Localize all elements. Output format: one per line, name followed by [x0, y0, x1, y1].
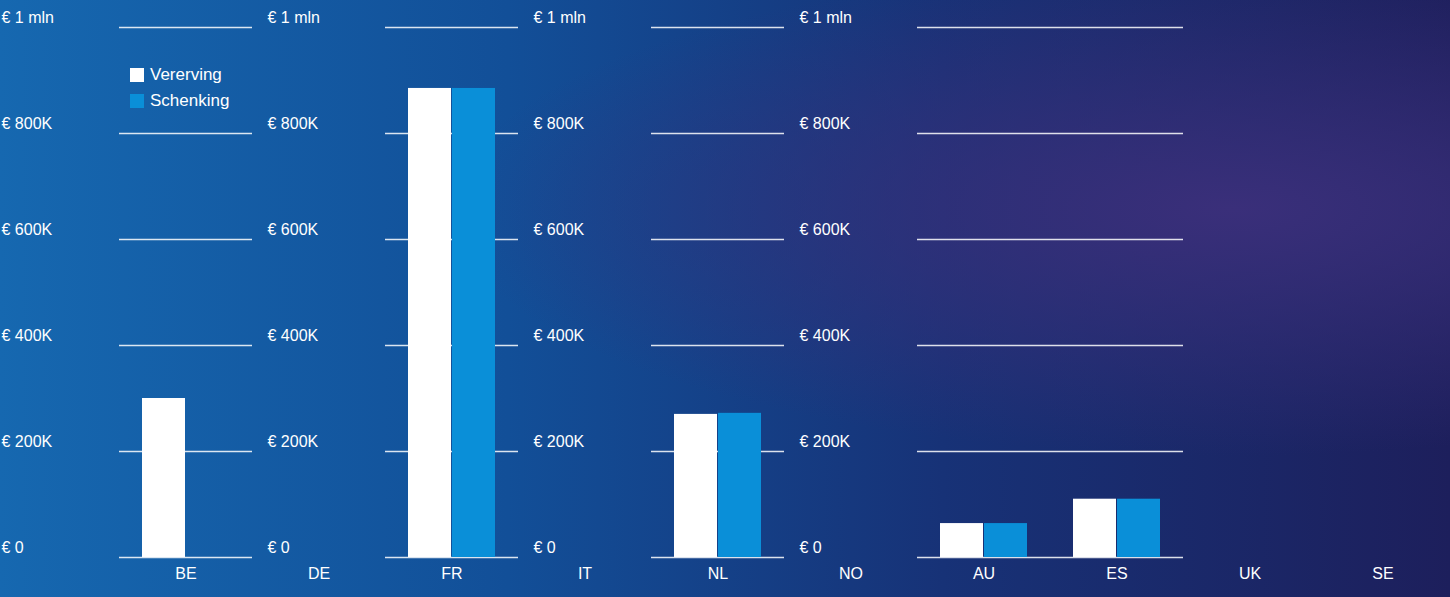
svg-text:DE: DE	[308, 565, 330, 582]
svg-text:€ 400K: € 400K	[2, 327, 53, 344]
svg-text:€ 1 mln: € 1 mln	[268, 9, 320, 26]
html-text:Vererving: Vererving	[150, 65, 222, 84]
svg-text:€ 600K: € 600K	[268, 221, 319, 238]
svg-text:€ 1 mln: € 1 mln	[534, 9, 586, 26]
svg-text:€ 1 mln: € 1 mln	[800, 9, 852, 26]
svg-text:€ 800K: € 800K	[800, 115, 851, 132]
svg-text:BE: BE	[175, 565, 196, 582]
svg-text:€ 800K: € 800K	[534, 115, 585, 132]
svg-text:€ 200K: € 200K	[800, 433, 851, 450]
svg-text:€ 0: € 0	[2, 539, 24, 556]
svg-text:€ 0: € 0	[534, 539, 556, 556]
svg-text:IT: IT	[578, 565, 592, 582]
svg-text:€ 200K: € 200K	[268, 433, 319, 450]
svg-text:€ 400K: € 400K	[800, 327, 851, 344]
svg-text:€ 800K: € 800K	[2, 115, 53, 132]
svg-text:NO: NO	[839, 565, 863, 582]
svg-text:€ 600K: € 600K	[534, 221, 585, 238]
svg-text:€ 400K: € 400K	[534, 327, 585, 344]
svg-text:€ 200K: € 200K	[2, 433, 53, 450]
svg-text:ES: ES	[1106, 565, 1127, 582]
svg-text:AU: AU	[973, 565, 995, 582]
html-text:Schenking: Schenking	[150, 91, 230, 110]
svg-text:€ 0: € 0	[800, 539, 822, 556]
svg-text:NL: NL	[708, 565, 729, 582]
svg-text:€ 1 mln: € 1 mln	[2, 9, 54, 26]
svg-text:€ 600K: € 600K	[800, 221, 851, 238]
svg-text:€ 0: € 0	[268, 539, 290, 556]
svg-text:FR: FR	[441, 565, 462, 582]
svg-text:€ 400K: € 400K	[268, 327, 319, 344]
svg-text:UK: UK	[1239, 565, 1262, 582]
svg-text:SE: SE	[1372, 565, 1393, 582]
svg-text:€ 600K: € 600K	[2, 221, 53, 238]
svg-text:€ 800K: € 800K	[268, 115, 319, 132]
svg-text:€ 200K: € 200K	[534, 433, 585, 450]
